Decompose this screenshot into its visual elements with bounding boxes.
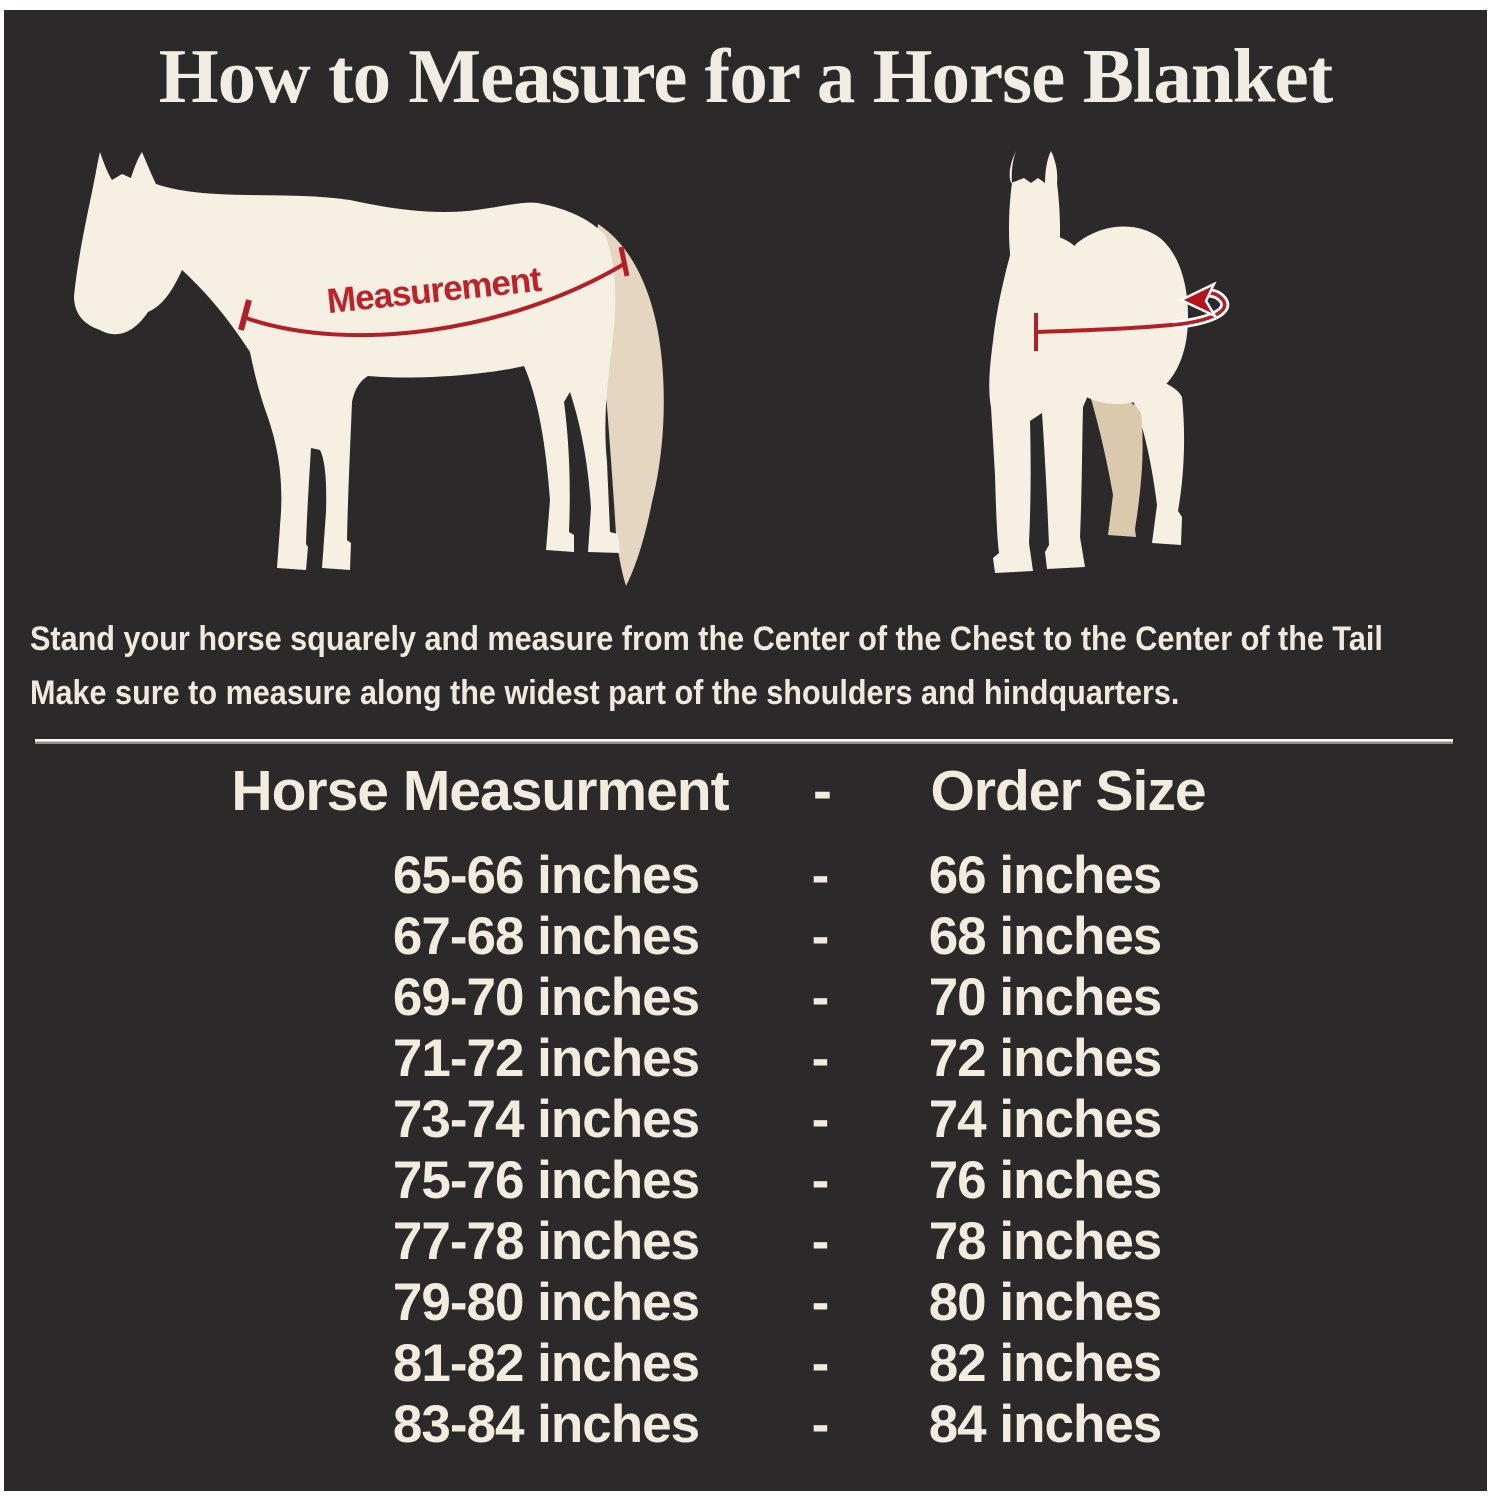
horse-head (1008, 151, 1061, 296)
girth-arrowhead (1178, 281, 1219, 319)
order-cell: 76 inches (928, 1151, 1163, 1210)
measurement-cell: 77-78 inches (392, 1212, 700, 1271)
separator-dash: - (811, 1334, 830, 1393)
page-title: How to Measure for a Horse Blanket (158, 33, 1334, 119)
size-table-header: Horse Measurment - Order Size (0, 758, 1491, 824)
side-view-horse-figure: Measurement (74, 152, 664, 586)
size-table-rows: 65-66 inches - 66 inches 67-68 inches - 68 in… (0, 845, 1491, 1455)
table-row: 71-72 inches - 72 inches (0, 1028, 1491, 1089)
table-row: 83-84 inches - 84 inches (0, 1394, 1491, 1455)
hind-leg-shaded (1091, 387, 1143, 537)
order-cell: 80 inches (928, 1273, 1163, 1332)
front-view-horse-figure (989, 151, 1230, 573)
table-row: 65-66 inches - 66 inches (0, 845, 1491, 906)
separator-dash: - (811, 846, 830, 905)
measurement-arc (245, 262, 626, 338)
header-measurement-column: Horse Measurment (231, 759, 729, 823)
measurement-cell: 71-72 inches (392, 1029, 700, 1088)
instruction-line-1: Stand your horse squarely and measure fr… (30, 620, 1383, 658)
header-separator-dash: - (813, 759, 832, 823)
order-cell: 72 inches (928, 1029, 1163, 1088)
measurement-cell: 73-74 inches (392, 1090, 700, 1149)
separator-dash: - (811, 1151, 830, 1210)
measurement-cell: 83-84 inches (392, 1395, 700, 1454)
measurement-cell: 75-76 inches (392, 1151, 700, 1210)
separator-dash: - (811, 907, 830, 966)
separator-dash: - (811, 1395, 830, 1454)
header-order-column: Order Size (930, 759, 1206, 823)
measurement-cell: 79-80 inches (392, 1273, 700, 1332)
table-row: 77-78 inches - 78 inches (0, 1211, 1491, 1272)
separator-dash: - (811, 1212, 830, 1271)
horse-neck-chest-legs (989, 233, 1091, 573)
order-cell: 66 inches (928, 846, 1163, 905)
table-row: 67-68 inches - 68 inches (0, 906, 1491, 967)
order-cell: 82 inches (928, 1334, 1163, 1393)
table-row: 81-82 inches - 82 inches (0, 1333, 1491, 1394)
order-cell: 68 inches (928, 907, 1163, 966)
divider-line (35, 739, 1453, 744)
separator-dash: - (811, 1273, 830, 1332)
separator-dash: - (811, 968, 830, 1027)
measurement-cell: 69-70 inches (392, 968, 700, 1027)
measurement-cell: 81-82 inches (392, 1334, 700, 1393)
measurement-cell: 67-68 inches (392, 907, 700, 966)
instruction-line-2: Make sure to measure along the widest pa… (30, 674, 1180, 712)
order-cell: 84 inches (928, 1395, 1163, 1454)
separator-dash: - (811, 1090, 830, 1149)
hind-leg-far (1133, 373, 1185, 545)
separator-dash: - (811, 1029, 830, 1088)
measurement-tick-tail (618, 246, 630, 277)
horse-body-silhouette (74, 152, 620, 570)
horse-barrel (1064, 226, 1188, 405)
measuring-instructions: Stand your horse squarely and measure fr… (30, 612, 1491, 720)
table-row: 75-76 inches - 76 inches (0, 1150, 1491, 1211)
order-cell: 78 inches (928, 1212, 1163, 1271)
measurement-cell: 65-66 inches (392, 846, 700, 905)
order-cell: 74 inches (928, 1090, 1163, 1149)
table-row: 79-80 inches - 80 inches (0, 1272, 1491, 1333)
measurement-tick-chest (238, 299, 252, 331)
table-row: 69-70 inches - 70 inches (0, 967, 1491, 1028)
order-cell: 70 inches (928, 968, 1163, 1027)
table-row: 73-74 inches - 74 inches (0, 1089, 1491, 1150)
